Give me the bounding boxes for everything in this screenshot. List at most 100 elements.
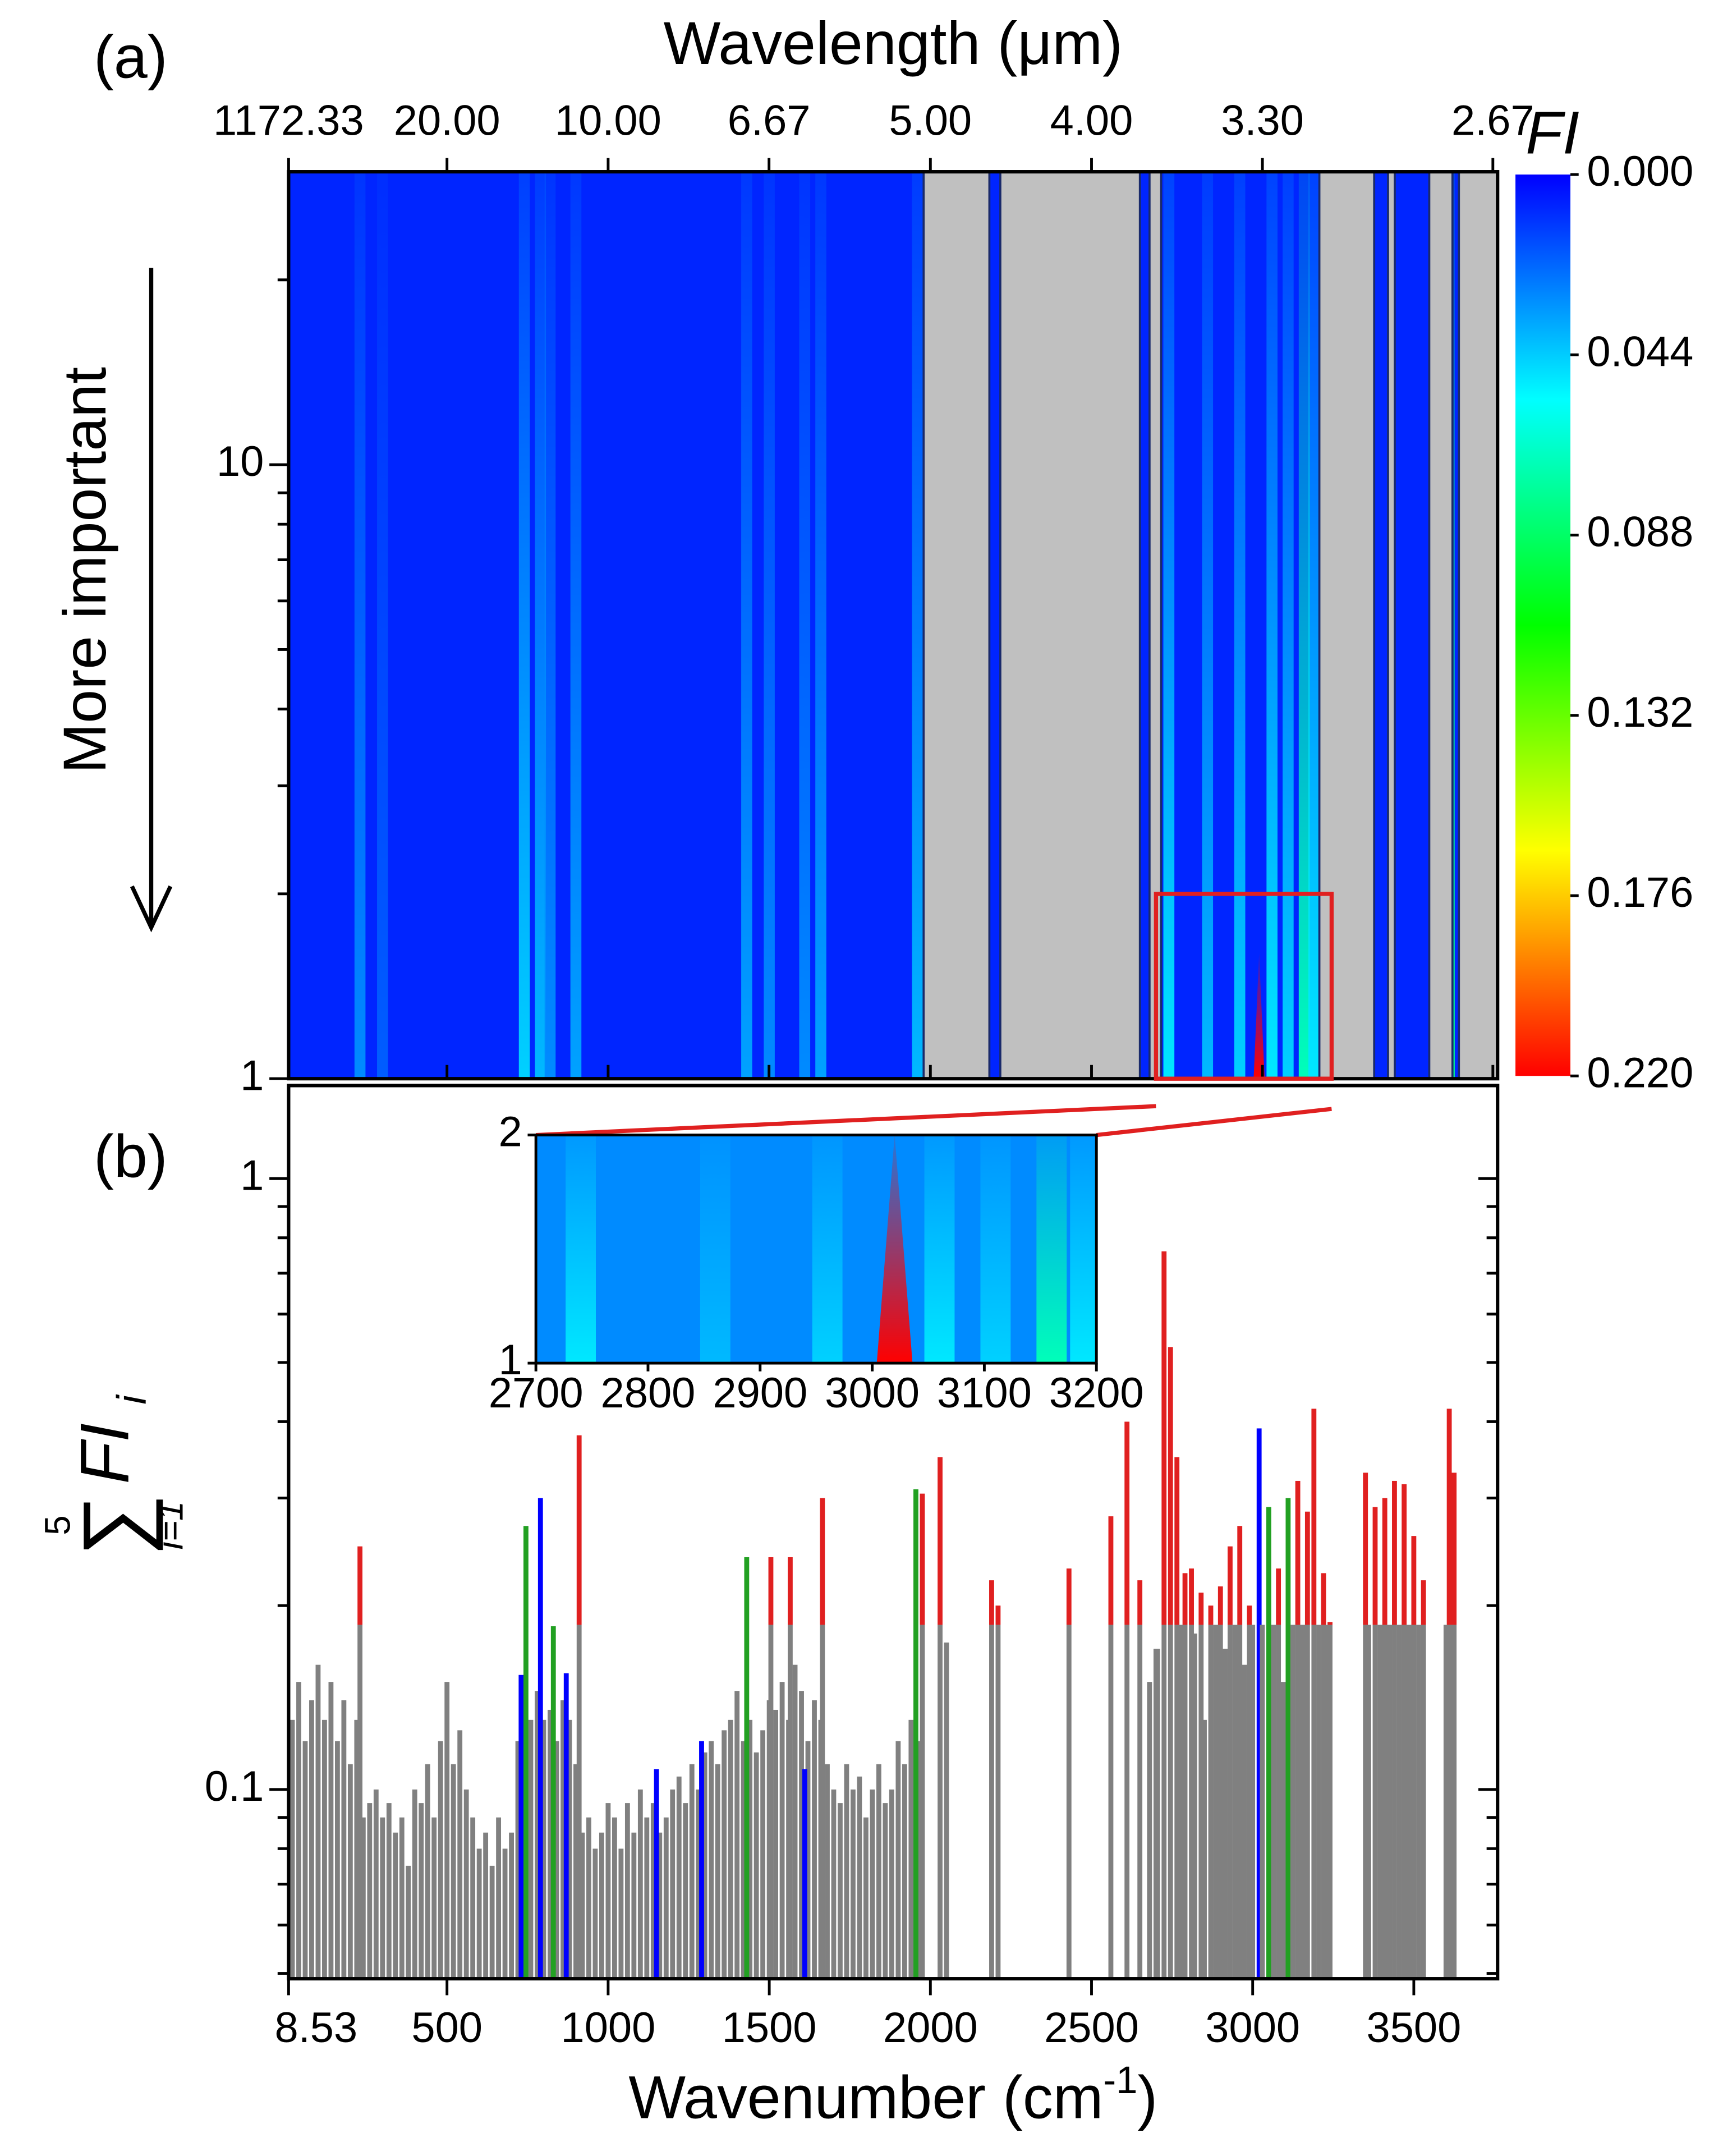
heat-stripe — [980, 1135, 1011, 1364]
x-tick-label: 2500 — [1044, 2004, 1139, 2052]
bar-highlight — [1304, 1511, 1310, 1625]
bar — [1256, 1428, 1262, 1979]
bar — [902, 1764, 907, 1979]
bar — [744, 1557, 750, 1979]
bar — [851, 1789, 856, 1979]
bar — [1161, 1625, 1167, 1979]
bar — [631, 1832, 637, 1979]
bar — [1237, 1625, 1243, 1979]
inset-x-tick-label: 3000 — [825, 1369, 920, 1417]
bar — [889, 1789, 894, 1979]
x-tick-label: 8.53 — [275, 2004, 358, 2052]
bar-highlight — [1247, 1605, 1252, 1625]
bar — [1285, 1498, 1291, 1979]
bar — [431, 1817, 437, 1979]
bar — [1223, 1648, 1228, 1979]
sum-term: FI — [66, 1423, 143, 1484]
bar — [747, 1719, 753, 1979]
bar-highlight — [1402, 1484, 1407, 1625]
bar — [1182, 1625, 1188, 1979]
bar — [567, 1719, 572, 1979]
heat-stripe — [912, 172, 923, 1079]
bar — [515, 1741, 521, 1979]
bar — [696, 1789, 701, 1979]
bar-highlight — [1108, 1516, 1114, 1625]
heat-stripe — [377, 172, 388, 1079]
bar — [373, 1789, 379, 1979]
bar-highlight — [1137, 1580, 1143, 1625]
bar-highlight — [1124, 1421, 1130, 1625]
bar-highlight — [1421, 1580, 1426, 1625]
y-tick-label: 1 — [240, 1152, 264, 1199]
bar-highlight — [1189, 1568, 1194, 1625]
bar — [1168, 1625, 1173, 1979]
bar — [548, 1709, 553, 1979]
inset-plot — [536, 1135, 1097, 1364]
heat-stripe — [1298, 172, 1310, 1079]
bar-highlight — [1382, 1498, 1387, 1625]
bar — [406, 1865, 411, 1979]
bar — [1396, 1625, 1402, 1979]
heat-stripe — [741, 172, 752, 1079]
bar — [1290, 1625, 1295, 1979]
bar-highlight — [920, 1493, 925, 1625]
bar — [1304, 1625, 1310, 1979]
bar — [1247, 1625, 1252, 1979]
bar — [913, 1489, 918, 1979]
bar-highlight — [1174, 1457, 1180, 1625]
bar-highlight — [1311, 1409, 1317, 1625]
bar — [663, 1817, 669, 1979]
bar — [702, 1752, 707, 1979]
bar — [537, 1498, 543, 1979]
bar — [1179, 1625, 1184, 1979]
heat-stripe — [799, 172, 811, 1079]
bar — [315, 1664, 321, 1979]
top-tick-label: 6.67 — [728, 97, 811, 144]
bar — [502, 1848, 508, 1979]
heat-peak — [1253, 953, 1265, 1079]
inset-y-tick-label: 2 — [498, 1108, 522, 1156]
sum-sub: i — [108, 1394, 155, 1405]
bar — [799, 1691, 804, 1979]
bar — [683, 1803, 688, 1979]
bar — [1213, 1625, 1219, 1979]
bar — [1300, 1625, 1306, 1979]
bar — [1124, 1625, 1130, 1979]
x-tick-label: 500 — [411, 2004, 483, 2052]
bar — [1189, 1625, 1194, 1979]
bar — [1266, 1507, 1271, 1979]
heat-stripe — [354, 172, 366, 1079]
colorbar-tick-label: 0.132 — [1587, 689, 1693, 736]
bar — [895, 1741, 901, 1979]
masked-range — [1149, 172, 1161, 1079]
bar-highlight — [1446, 1409, 1452, 1625]
bar — [908, 1719, 914, 1979]
bar-highlight — [1411, 1536, 1417, 1625]
inset-x-tick-label: 2900 — [713, 1369, 807, 1417]
colorbar — [1515, 174, 1571, 1076]
bar — [586, 1817, 591, 1979]
bar — [728, 1719, 733, 1979]
bar — [386, 1803, 392, 1979]
top-tick-label: 3.30 — [1221, 97, 1304, 144]
bar — [380, 1817, 385, 1979]
heat-stripe — [700, 1135, 730, 1364]
bar — [1276, 1625, 1281, 1979]
y-tick-label: 0.1 — [205, 1763, 264, 1810]
heat-stripe — [1202, 172, 1214, 1079]
bar-highlight — [1321, 1573, 1326, 1625]
sum-upper: 5 — [38, 1515, 78, 1535]
masked-range — [1429, 172, 1453, 1079]
masked-range — [1387, 172, 1395, 1079]
masked-range — [1319, 172, 1375, 1079]
bar-highlight — [820, 1498, 825, 1625]
heat-stripe — [518, 172, 530, 1079]
bar — [1451, 1625, 1457, 1979]
bar — [605, 1803, 611, 1979]
bar-highlight — [938, 1457, 943, 1625]
bar — [1108, 1625, 1114, 1979]
bar — [838, 1803, 843, 1979]
bar — [734, 1691, 740, 1979]
bar-highlight — [1363, 1472, 1368, 1625]
